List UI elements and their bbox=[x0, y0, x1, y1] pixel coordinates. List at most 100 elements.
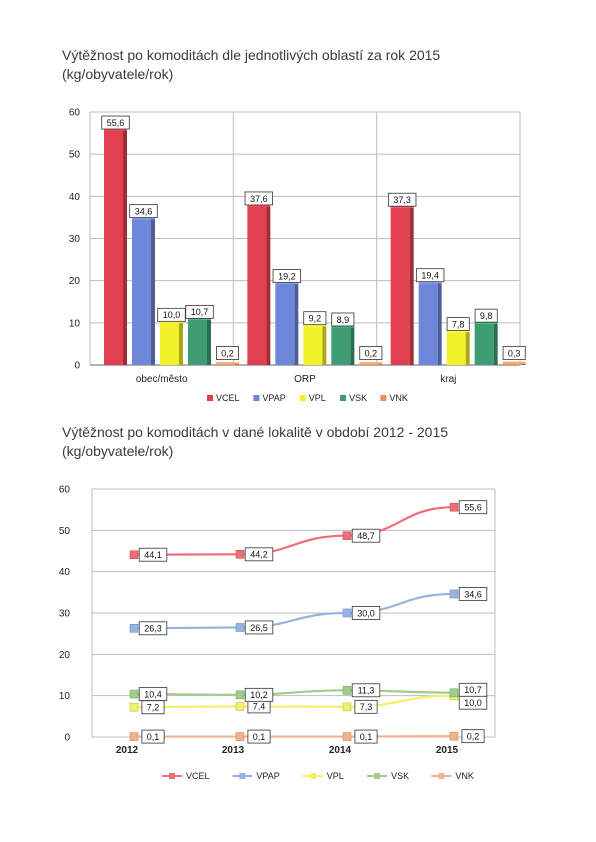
legend-swatch bbox=[340, 395, 347, 401]
legend-swatch bbox=[380, 395, 387, 401]
bar-data-label-box bbox=[129, 204, 158, 219]
series-marker bbox=[342, 608, 352, 618]
bar-side bbox=[179, 322, 183, 365]
series-marker bbox=[129, 702, 139, 712]
line-data-label: 0,1 bbox=[253, 732, 266, 742]
bar-side bbox=[151, 219, 155, 365]
series-marker bbox=[129, 732, 139, 741]
legend-swatch bbox=[253, 395, 260, 401]
legend-marker bbox=[438, 773, 445, 779]
bar-side bbox=[493, 323, 498, 365]
legend-marker bbox=[309, 773, 316, 779]
bar-data-label-box bbox=[446, 317, 470, 332]
bar-data-label: 10,0 bbox=[163, 310, 181, 320]
bar-top bbox=[331, 325, 355, 328]
bar-side bbox=[123, 130, 127, 365]
bar-data-label: 19,2 bbox=[278, 271, 296, 281]
bar-side bbox=[521, 363, 526, 365]
legend-label: VCEL bbox=[216, 393, 240, 403]
line-data-label-box bbox=[458, 587, 488, 601]
bar-top bbox=[359, 362, 383, 365]
series-line bbox=[133, 694, 455, 709]
bar-data-label-box bbox=[272, 269, 302, 283]
line-data-label-box bbox=[461, 729, 485, 744]
bar bbox=[216, 364, 235, 365]
y-tick-label: 50 bbox=[59, 526, 71, 537]
line-data-label-box bbox=[354, 699, 378, 714]
bar-data-label: 7,8 bbox=[452, 319, 465, 329]
y-tick-label: 10 bbox=[69, 318, 81, 329]
bar-data-label-box bbox=[215, 346, 239, 360]
bar-side bbox=[465, 332, 470, 365]
bar-data-label: 34,6 bbox=[135, 206, 153, 216]
line-data-label: 7,4 bbox=[253, 702, 266, 712]
bar-top bbox=[303, 324, 327, 327]
legend-label: VCEL bbox=[186, 771, 210, 781]
bar bbox=[160, 322, 179, 365]
bar-top bbox=[275, 282, 299, 285]
bar-data-label: 19,4 bbox=[421, 270, 439, 280]
line-data-label-box bbox=[244, 547, 274, 562]
bar-top bbox=[390, 205, 414, 208]
bar bbox=[104, 130, 123, 365]
y-tick-label: 30 bbox=[59, 609, 71, 620]
line-data-label: 0,1 bbox=[147, 732, 160, 742]
y-tick-label: 10 bbox=[59, 691, 71, 702]
series-marker bbox=[449, 589, 459, 599]
line-data-label: 10,4 bbox=[144, 689, 162, 699]
series-marker bbox=[449, 688, 459, 698]
legend-swatch bbox=[207, 395, 213, 401]
bar bbox=[418, 283, 438, 365]
line-data-label-box bbox=[138, 621, 168, 636]
bar-top bbox=[132, 217, 155, 220]
line-data-label-box bbox=[141, 729, 165, 744]
bar-data-label: 37,6 bbox=[250, 194, 268, 204]
series-marker bbox=[235, 732, 245, 741]
bar-top bbox=[474, 321, 498, 324]
bar bbox=[303, 326, 323, 365]
line-data-label: 7,2 bbox=[147, 703, 160, 713]
bar-side bbox=[437, 283, 442, 365]
bar-data-label: 37,3 bbox=[393, 195, 411, 205]
line-data-label: 34,6 bbox=[464, 589, 482, 599]
line-data-label: 44,2 bbox=[250, 550, 268, 560]
legend-label: VSK bbox=[391, 771, 409, 781]
line-data-label: 48,7 bbox=[357, 531, 375, 541]
line-data-label: 0,2 bbox=[467, 731, 480, 741]
line-data-label-box bbox=[458, 500, 488, 515]
bar bbox=[474, 323, 494, 365]
bar-side bbox=[409, 207, 414, 365]
chart2-subtitle: (kg/obyvatele/rok) bbox=[62, 443, 174, 459]
line-data-label: 26,3 bbox=[144, 624, 162, 634]
bar-data-label: 0,3 bbox=[508, 348, 521, 358]
bar-data-label-box bbox=[101, 115, 130, 130]
bar-data-label: 9,8 bbox=[480, 311, 493, 321]
bar-top bbox=[502, 361, 526, 364]
bar-data-label-box bbox=[244, 191, 274, 206]
bar-side bbox=[235, 364, 239, 365]
bar-data-label: 8,9 bbox=[337, 315, 350, 325]
bar-data-label: 10,7 bbox=[191, 307, 209, 317]
y-tick-label: 20 bbox=[69, 276, 81, 287]
x-tick-label: 2013 bbox=[222, 745, 245, 756]
line-data-label: 10,2 bbox=[250, 690, 268, 700]
line-data-label: 7,3 bbox=[360, 702, 373, 712]
bar bbox=[132, 219, 151, 365]
x-tick-label: 2012 bbox=[116, 745, 139, 756]
chart1-subtitle: (kg/obyvatele/rok) bbox=[62, 66, 174, 82]
bar-side bbox=[378, 364, 383, 365]
legend-label: VSK bbox=[349, 393, 367, 403]
bar-top bbox=[247, 204, 271, 207]
line-data-label: 10,7 bbox=[464, 685, 482, 695]
y-tick-label: 0 bbox=[64, 733, 70, 744]
series-line bbox=[133, 689, 455, 696]
bar bbox=[502, 363, 522, 365]
y-tick-label: 20 bbox=[59, 650, 71, 661]
bar bbox=[331, 327, 351, 365]
series-marker bbox=[235, 550, 245, 559]
series-marker bbox=[449, 731, 459, 741]
y-tick-label: 50 bbox=[69, 150, 81, 161]
legend-label: VPL bbox=[327, 771, 344, 781]
y-tick-label: 0 bbox=[74, 361, 80, 372]
